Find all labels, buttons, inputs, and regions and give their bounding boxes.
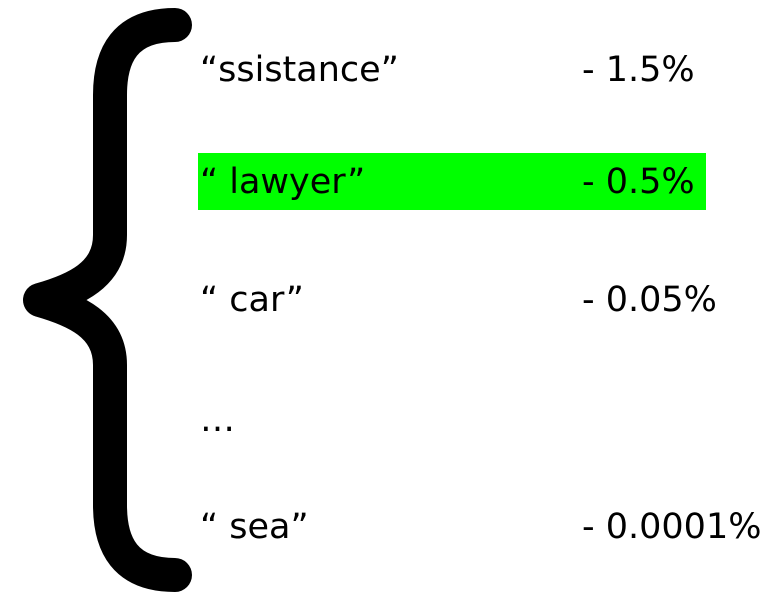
token-prob-sea: - 0.0001%	[582, 507, 762, 547]
token-label-sea: “ sea”	[200, 507, 309, 547]
token-label-ssistance: “ssistance”	[200, 50, 399, 90]
token-ellipsis: …	[200, 400, 235, 440]
token-prob-ssistance: - 1.5%	[582, 50, 695, 90]
highlight-selected-token	[198, 153, 706, 210]
token-label-car: “ car”	[200, 280, 304, 320]
curly-brace-shape	[23, 8, 192, 592]
token-label-lawyer: “ lawyer”	[200, 162, 366, 202]
token-prob-lawyer: - 0.5%	[582, 162, 695, 202]
token-prob-car: - 0.05%	[582, 280, 717, 320]
